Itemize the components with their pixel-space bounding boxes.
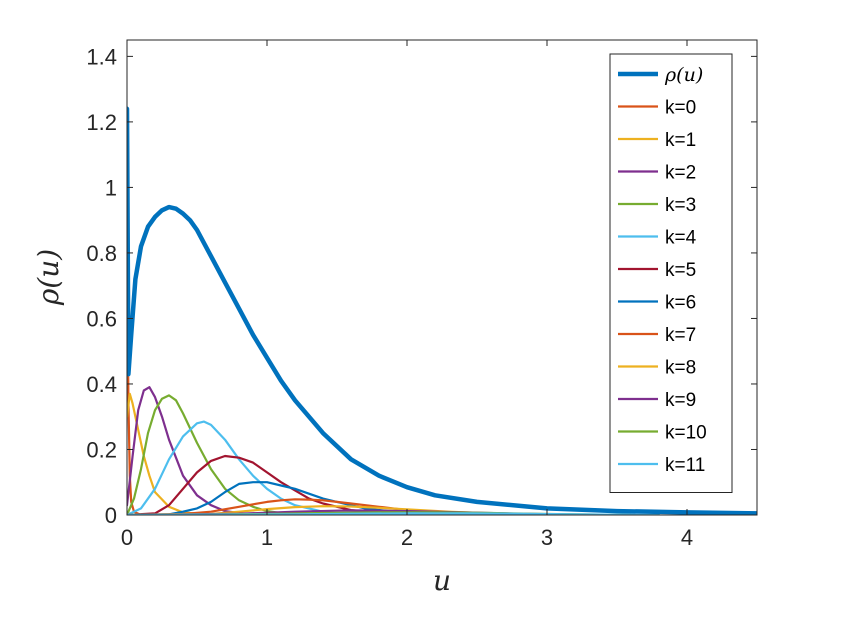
legend-label-1: k=0	[665, 98, 696, 119]
legend-label-3: k=2	[665, 163, 696, 184]
y-tick-label: 0.8	[86, 241, 117, 266]
legend-label-12: k=11	[665, 455, 705, 476]
x-axis-label: u	[433, 564, 451, 597]
legend-label-6: k=5	[665, 260, 696, 281]
legend-label-2: k=1	[665, 130, 696, 151]
series-line-2	[127, 392, 213, 515]
y-tick-label: 0.6	[86, 306, 117, 331]
ticks-layer: 0 1 2 3 4 0 0.2 0.4 0.6 0.8 1 1.2 1.4	[86, 40, 757, 550]
y-tick-label: 1.2	[86, 110, 117, 135]
legend-label-5: k=4	[665, 228, 697, 249]
series-line-5	[127, 420, 353, 515]
legend-label-0: ρ(u)	[664, 64, 703, 86]
x-tick-label: 1	[261, 525, 273, 550]
legend-label-7: k=6	[665, 293, 696, 314]
y-tick-label: 1.4	[86, 44, 117, 69]
series-line-12	[127, 512, 661, 515]
legend-label-9: k=8	[665, 358, 696, 379]
x-tick-label: 0	[121, 525, 133, 550]
legend: ρ(u) k=0 k=1 k=2 k=3 k=4 k=5 k=6 k=7 k=8 k=9 k=10 k=…	[609, 53, 733, 493]
x-tick-label: 2	[401, 525, 413, 550]
x-tick-label: 4	[681, 525, 693, 550]
y-tick-label: 0.2	[86, 437, 117, 462]
legend-label-8: k=7	[665, 325, 696, 346]
x-tick-label: 3	[541, 525, 553, 550]
legend-label-4: k=3	[665, 195, 696, 216]
series-line-0	[127, 106, 757, 515]
legend-box	[609, 53, 733, 493]
series-line-4	[127, 394, 297, 515]
y-tick-label: 0	[105, 503, 117, 528]
legend-label-11: k=10	[665, 423, 707, 444]
legend-label-10: k=9	[665, 390, 696, 411]
y-tick-label: 0.4	[86, 372, 117, 397]
plot-frame	[126, 39, 758, 516]
y-axis-label: ρ(u)	[32, 249, 65, 306]
y-tick-label: 1	[105, 175, 117, 200]
series-line-3	[127, 386, 255, 515]
